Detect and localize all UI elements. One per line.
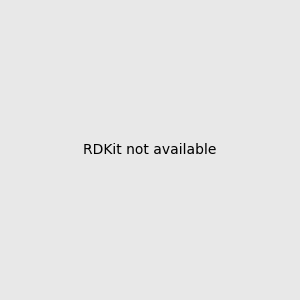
Text: RDKit not available: RDKit not available xyxy=(83,143,217,157)
